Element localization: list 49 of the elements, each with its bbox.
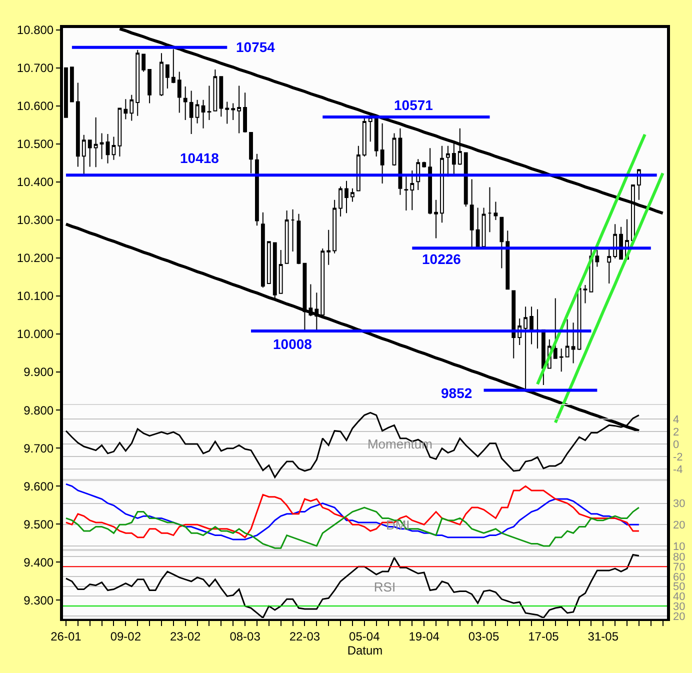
y-tick-label: 0 [673,438,680,451]
y-tick-label: 10.300 [16,213,54,228]
series-label: 9852 [441,385,472,401]
x-tick-label: 22-03 [289,629,320,644]
y-tick-label: 10 [673,540,686,553]
x-tick-label: 26-01 [50,629,82,644]
y-tick-label: 30 [673,600,686,613]
y-tick-label: 20 [673,519,686,532]
series-label: 10754 [236,39,276,55]
series-label: 10008 [273,336,312,352]
x-tick-label: 17-05 [528,629,560,644]
y-tick-label: 10.800 [16,23,54,38]
x-tick-label: 19-04 [408,629,440,644]
series-label: 10418 [180,150,220,166]
y-tick-label: 20 [673,610,686,623]
y-tick-label: -4 [673,464,683,476]
y-tick-label: 9.700 [24,441,54,456]
x-tick-label: 23-02 [170,629,202,644]
y-tick-label: 80 [673,552,686,564]
y-tick-label: 10.700 [16,61,54,76]
y-tick-label: 10.400 [16,175,54,190]
y-tick-label: 70 [673,561,686,574]
y-tick-label: 50 [673,581,686,594]
y-tick-label: -2 [673,451,683,464]
text: RSI [374,580,396,595]
y-tick-label: 9.600 [24,479,54,494]
series-label: 10226 [422,251,462,267]
y-tick-label: 2 [673,426,680,438]
y-tick-label: 4 [673,414,680,426]
x-tick-label: 09-02 [110,629,142,644]
x-tick-label: 05-04 [349,629,380,644]
y-tick-label: 40 [673,591,686,604]
y-tick-label: 10.600 [16,99,54,114]
x-axis-title: Datum [347,643,383,658]
y-tick-label: 9.500 [24,517,54,532]
y-tick-label: 10.000 [16,327,54,342]
y-tick-label: 10.500 [16,137,54,152]
series-label: 10571 [394,97,434,113]
x-tick-label: 08-03 [230,629,261,644]
x-tick-label: 31-05 [588,629,619,644]
y-tick-label: 9.400 [24,555,54,570]
y-tick-label: 60 [673,571,686,584]
x-tick-label: 03-05 [468,629,500,644]
y-tick-label: 9.900 [24,365,54,380]
y-tick-label: 30 [673,498,686,510]
y-tick-label: 9.300 [24,593,54,608]
y-tick-label: 9.800 [24,403,54,418]
y-tick-label: 10.200 [16,251,54,266]
y-tick-label: 10.100 [16,289,54,304]
